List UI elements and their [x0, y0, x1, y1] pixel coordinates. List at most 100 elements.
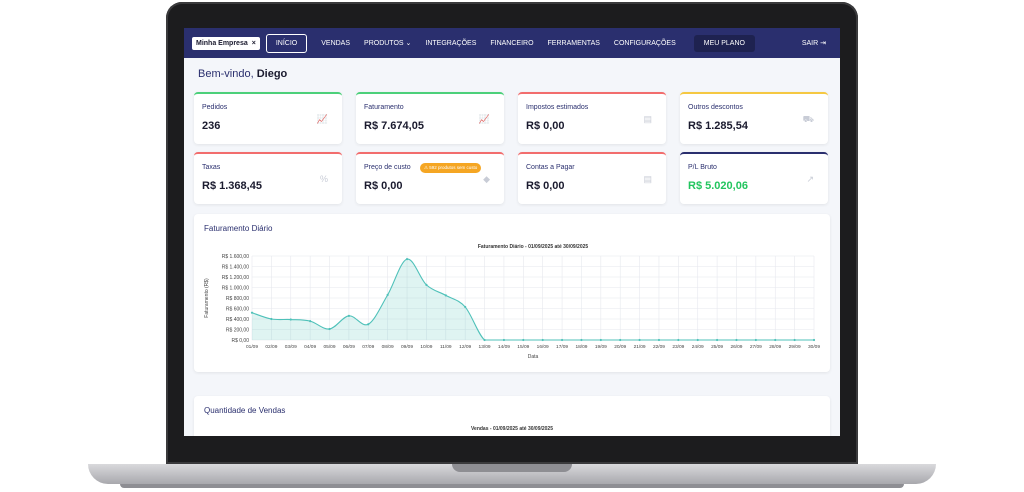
- card-label: Taxas: [202, 164, 221, 171]
- data-point: [716, 338, 719, 342]
- app-screen: Minha Empresa × INÍCIO VENDAS PRODUTOS ⌄…: [184, 28, 840, 436]
- data-point: [812, 338, 816, 342]
- daily-revenue-panel: Faturamento Diário Faturamento Diário - …: [194, 214, 830, 372]
- logout-label: SAIR: [801, 40, 819, 47]
- x-tick-label: 19/09: [595, 344, 607, 350]
- data-point: [347, 314, 350, 317]
- x-tick-label: 30/09: [808, 344, 820, 350]
- data-point: [696, 338, 699, 342]
- data-point: [793, 338, 796, 342]
- warning-badge[interactable]: ⚠ 592 produtos sem custo: [420, 163, 482, 173]
- y-tick-label: R$ 1.000,00: [222, 285, 249, 291]
- sales-chart-title: Vendas - 01/09/2025 até 30/09/2025: [470, 426, 553, 432]
- x-tick-label: 26/09: [730, 344, 742, 350]
- data-point: [560, 338, 564, 342]
- data-point: [774, 338, 777, 342]
- nav-vendas[interactable]: VENDAS: [321, 39, 351, 47]
- chart-line-icon: 📈: [316, 114, 328, 124]
- x-axis-label: Data: [528, 354, 539, 360]
- nav-integracoes[interactable]: INTEGRAÇÕES: [425, 39, 477, 47]
- x-tick-label: 21/09: [634, 344, 646, 350]
- data-point: [522, 338, 525, 342]
- card-label: Pedidos: [202, 104, 228, 111]
- series-line: [251, 258, 814, 341]
- y-axis-label: Faturamento (R$): [204, 278, 210, 318]
- logout-button[interactable]: SAIR ⇥: [802, 39, 826, 47]
- top-navbar: Minha Empresa × INÍCIO VENDAS PRODUTOS ⌄…: [184, 28, 840, 58]
- x-tick-label: 22/09: [653, 344, 665, 350]
- company-name: Minha Empresa: [196, 39, 248, 47]
- laptop-notch: [452, 464, 572, 472]
- nav-produtos-label: PRODUTOS: [364, 40, 404, 47]
- chart-title: Faturamento Diário - 01/09/2025 até 30/0…: [478, 244, 589, 250]
- welcome-heading: Bem-vindo, Diego: [198, 68, 287, 80]
- panel-title: Faturamento Diário: [204, 224, 273, 233]
- summary-card: P/L Bruto R$ 5.020,06 ↗: [680, 152, 828, 204]
- card-value: R$ 1.285,54: [688, 120, 748, 132]
- x-tick-label: 07/09: [362, 344, 374, 350]
- data-point: [599, 338, 602, 342]
- x-tick-label: 12/09: [459, 344, 471, 350]
- nav-produtos[interactable]: PRODUTOS ⌄: [364, 39, 411, 47]
- card-value: R$ 5.020,06: [688, 180, 748, 192]
- summary-card: Preço de custo R$ 0,00 ◆ ⚠ 592 produtos sem…: [356, 152, 504, 204]
- x-tick-label: 13/09: [479, 344, 491, 350]
- summary-card: Faturamento R$ 7.674,05 📈: [356, 92, 504, 144]
- card-label: P/L Bruto: [688, 164, 717, 171]
- card-value: 236: [202, 120, 221, 132]
- x-tick-label: 14/09: [498, 344, 510, 350]
- area-fill: [252, 259, 814, 340]
- data-point: [309, 320, 312, 323]
- data-point: [619, 338, 622, 342]
- nav-configuracoes[interactable]: CONFIGURAÇÕES: [613, 39, 676, 47]
- card-value: R$ 0,00: [364, 180, 403, 192]
- x-tick-label: 28/09: [769, 344, 781, 350]
- x-tick-label: 15/09: [517, 344, 529, 350]
- card-label: Impostos estimados: [526, 104, 589, 111]
- data-point: [367, 323, 370, 326]
- data-point: [677, 338, 680, 342]
- x-tick-label: 03/09: [285, 344, 297, 350]
- card-label: Contas a Pagar: [526, 164, 575, 171]
- x-tick-label: 06/09: [343, 344, 355, 350]
- data-point: [250, 311, 254, 314]
- logout-icon: ⇥: [820, 40, 826, 47]
- chart-line-icon: 📈: [478, 114, 490, 124]
- data-point: [657, 338, 661, 342]
- y-tick-label: R$ 600,00: [226, 306, 249, 312]
- card-value: R$ 1.368,45: [202, 180, 262, 192]
- document-icon: ▤: [643, 114, 652, 124]
- summary-card: Pedidos 236 📈: [194, 92, 342, 144]
- sales-count-panel: Quantidade de Vendas Vendas - 01/09/2025…: [194, 396, 830, 436]
- x-tick-label: 18/09: [575, 344, 587, 350]
- my-plan-button[interactable]: MEU PLANO: [693, 34, 755, 52]
- y-tick-label: R$ 800,00: [226, 296, 249, 302]
- close-icon[interactable]: ×: [251, 39, 256, 47]
- nav-financeiro[interactable]: FINANCEIRO: [490, 39, 534, 47]
- x-tick-label: 23/09: [672, 344, 684, 350]
- y-tick-label: R$ 1.400,00: [222, 264, 249, 270]
- data-point: [270, 317, 273, 321]
- laptop-base: [88, 464, 936, 484]
- data-point: [405, 258, 409, 261]
- x-tick-label: 02/09: [265, 344, 277, 350]
- summary-card: Contas a Pagar R$ 0,00 ▤: [518, 152, 666, 204]
- nav-ferramentas[interactable]: FERRAMENTAS: [547, 39, 600, 47]
- data-point: [541, 338, 544, 342]
- data-point: [289, 318, 292, 321]
- data-point: [735, 338, 738, 342]
- data-point: [483, 338, 486, 342]
- card-value: R$ 0,00: [526, 120, 565, 132]
- x-tick-label: 01/09: [246, 344, 258, 350]
- x-tick-label: 11/09: [440, 344, 452, 350]
- x-tick-label: 10/09: [420, 344, 432, 350]
- x-tick-label: 24/09: [692, 344, 704, 350]
- nav-inicio[interactable]: INÍCIO: [265, 33, 308, 53]
- x-tick-label: 04/09: [304, 344, 316, 350]
- y-tick-label: R$ 1.600,00: [222, 254, 249, 260]
- user-name: Diego: [256, 68, 288, 80]
- company-selector[interactable]: Minha Empresa ×: [192, 36, 260, 50]
- x-tick-label: 29/09: [789, 344, 801, 350]
- x-tick-label: 09/09: [401, 344, 413, 350]
- percent-icon: %: [319, 174, 328, 184]
